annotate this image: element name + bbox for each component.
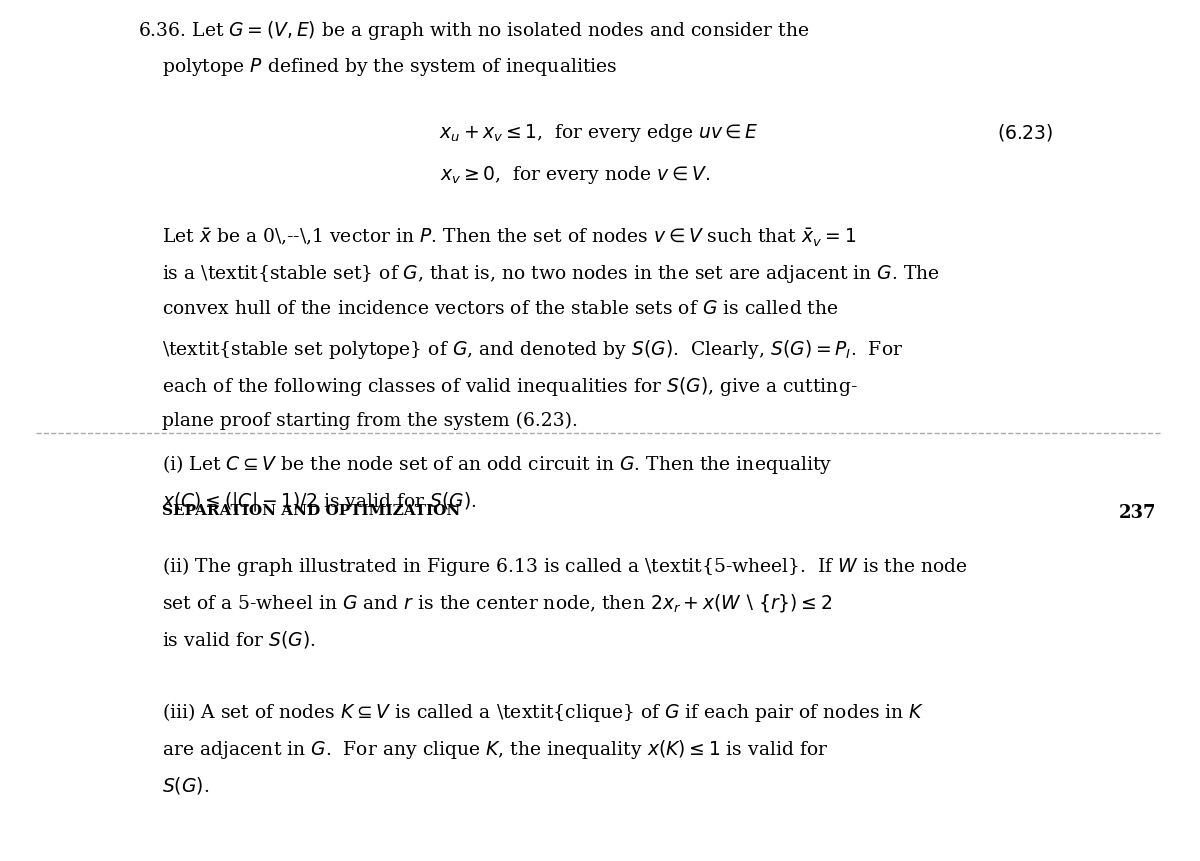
Text: plane proof starting from the system (6.23).: plane proof starting from the system (6.… [162,412,577,430]
Text: 237: 237 [1118,504,1157,522]
Text: is a \textit{stable set} of $G$, that is, no two nodes in the set are adjacent i: is a \textit{stable set} of $G$, that is… [162,263,940,286]
Text: (iii) A set of nodes $K \subseteq V$ is called a \textit{clique} of $G$ if each : (iii) A set of nodes $K \subseteq V$ is … [162,701,924,724]
Text: $S(G)$.: $S(G)$. [162,775,209,796]
Text: (i) Let $C \subseteq V$ be the node set of an odd circuit in $G$. Then the inequ: (i) Let $C \subseteq V$ be the node set … [162,453,833,476]
Text: are adjacent in $G$.  For any clique $K$, the inequality $x(K) \leq 1$ is valid : are adjacent in $G$. For any clique $K$,… [162,738,828,761]
Text: convex hull of the incidence vectors of the stable sets of $G$ is called the: convex hull of the incidence vectors of … [162,300,839,319]
Text: \textit{stable set polytope} of $G$, and denoted by $S(G)$.  Clearly, $S(G) = P_: \textit{stable set polytope} of $G$, and… [162,338,902,361]
Text: $x_v \geq 0$,  for every node $v \in V.$: $x_v \geq 0$, for every node $v \in V.$ [440,164,710,186]
Text: Let $\bar{x}$ be a 0\,--\,1 vector in $P$. Then the set of nodes $v \in V$ such : Let $\bar{x}$ be a 0\,--\,1 vector in $P… [162,226,856,249]
Text: is valid for $S(G)$.: is valid for $S(G)$. [162,629,316,650]
Text: $x_u + x_v \leq 1$,  for every edge $uv \in E$: $x_u + x_v \leq 1$, for every edge $uv \… [439,122,760,145]
Text: each of the following classes of valid inequalities for $S(G)$, give a cutting-: each of the following classes of valid i… [162,375,858,398]
Text: (ii) The graph illustrated in Figure 6.13 is called a \textit{5-wheel}.  If $W$ : (ii) The graph illustrated in Figure 6.1… [162,555,968,579]
Text: SEPARATION AND OPTIMIZATION: SEPARATION AND OPTIMIZATION [162,504,460,517]
Text: set of a 5-wheel in $G$ and $r$ is the center node, then $2x_r + x(W \setminus \: set of a 5-wheel in $G$ and $r$ is the c… [162,592,832,615]
Text: $(6.23)$: $(6.23)$ [997,122,1052,143]
Text: 6.36. Let $G = (V,E)$ be a graph with no isolated nodes and consider the: 6.36. Let $G = (V,E)$ be a graph with no… [138,19,810,42]
Text: $x(C) \leq (|C| - 1)/2$ is valid for $S(G)$.: $x(C) \leq (|C| - 1)/2$ is valid for $S(… [162,490,476,513]
Text: polytope $P$ defined by the system of inequalities: polytope $P$ defined by the system of in… [162,56,617,78]
